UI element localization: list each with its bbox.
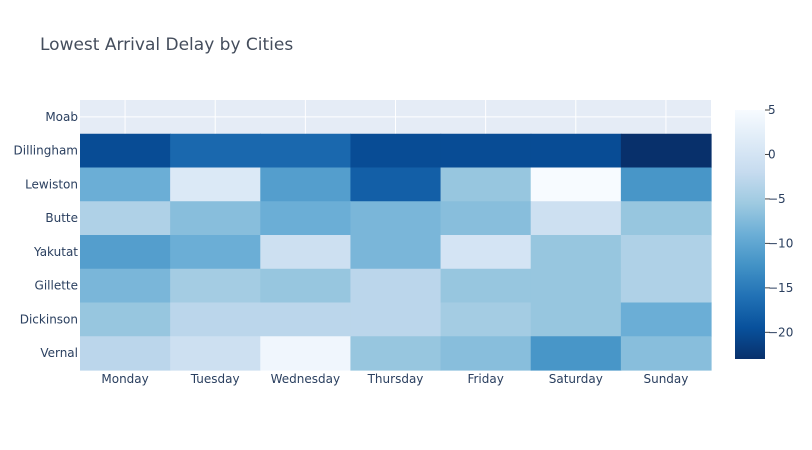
- heatmap-cell: [530, 133, 622, 169]
- heatmap-cell: [620, 167, 712, 202]
- y-tick-label: Lewiston: [25, 177, 78, 191]
- chart-title: Lowest Arrival Delay by Cities: [40, 35, 293, 55]
- y-axis-ticks: Moab Dillingham Lewiston Butte Yakutat Gillet…: [14, 110, 79, 360]
- heatmap-cell: [350, 133, 442, 169]
- heatmap-cell: [350, 336, 442, 371]
- colorbar-ticks: 5 0 −5 −10 −15 −20: [765, 103, 793, 339]
- y-tick-label: Butte: [45, 211, 78, 225]
- heatmap-cell: [350, 268, 442, 304]
- x-tick-label: Tuesday: [190, 372, 240, 386]
- heatmap-cell: [530, 268, 622, 304]
- heatmap-cell: [170, 336, 261, 371]
- heatmap-cell: [350, 235, 442, 270]
- heatmap-cell: [440, 167, 532, 202]
- heatmap-cell: [440, 268, 532, 304]
- x-axis-ticks: Monday Tuesday Wednesday Thursday Friday Satu…: [101, 372, 688, 386]
- heatmap-cell: [620, 268, 712, 304]
- x-tick-label: Friday: [467, 372, 503, 386]
- heatmap-cell: [260, 336, 352, 371]
- heatmap-cell: [170, 133, 261, 169]
- heatmap-cell: [170, 167, 261, 202]
- heatmap-cell: [80, 302, 171, 337]
- heatmap-cell: [260, 133, 352, 169]
- heatmap-cell: [440, 201, 532, 236]
- colorbar-tick-label: −15: [768, 281, 793, 295]
- heatmap-cell: [620, 201, 712, 236]
- y-tick-label: Dickinson: [20, 312, 78, 326]
- heatmap-cell: [80, 167, 171, 202]
- heatmap-cell: [530, 201, 622, 236]
- heatmap-cells: [80, 133, 712, 371]
- heatmap-cell: [440, 302, 532, 337]
- colorbar: [735, 110, 765, 359]
- heatmap-cell: [620, 302, 712, 337]
- heatmap-cell: [440, 336, 532, 371]
- heatmap-cell: [80, 133, 171, 169]
- x-tick-label: Monday: [101, 372, 148, 386]
- x-tick-label: Sunday: [643, 372, 688, 386]
- heatmap-cell: [530, 302, 622, 337]
- heatmap-cell: [350, 167, 442, 202]
- heatmap-cell: [260, 167, 352, 202]
- heatmap-cell: [170, 302, 261, 337]
- y-tick-label: Vernal: [40, 346, 78, 360]
- heatmap-cell: [170, 268, 261, 304]
- x-tick-label: Saturday: [549, 372, 603, 386]
- heatmap-cell: [80, 336, 171, 371]
- colorbar-tick-label: 0: [768, 147, 776, 161]
- heatmap-cell: [260, 302, 352, 337]
- heatmap-cell: [80, 201, 171, 236]
- heatmap-cell: [530, 336, 622, 371]
- heatmap-cell: [440, 133, 532, 169]
- colorbar-tick-label: 5: [768, 103, 776, 117]
- x-tick-label: Thursday: [367, 372, 424, 386]
- heatmap-cell: [80, 235, 171, 270]
- heatmap-cell: [260, 235, 352, 270]
- heatmap-cell: [530, 167, 622, 202]
- heatmap-cell: [170, 201, 261, 236]
- heatmap-cell: [530, 235, 622, 270]
- y-tick-label: Gillette: [35, 279, 78, 293]
- heatmap-cell: [620, 133, 712, 169]
- y-tick-label: Moab: [45, 110, 78, 124]
- heatmap-cell: [260, 201, 352, 236]
- heatmap-cell: [350, 302, 442, 337]
- colorbar-tick-label: −5: [768, 192, 786, 206]
- heatmap-cell: [440, 235, 532, 270]
- colorbar-tick-label: −10: [768, 236, 793, 250]
- y-tick-label: Yakutat: [33, 245, 78, 259]
- y-tick-label: Dillingham: [14, 144, 78, 158]
- colorbar-tick-label: −20: [768, 325, 793, 339]
- heatmap-cell: [170, 235, 261, 270]
- heatmap-cell: [620, 235, 712, 270]
- heatmap-cell: [80, 268, 171, 304]
- heatmap-cell: [620, 336, 712, 371]
- heatmap-cell: [350, 201, 442, 236]
- heatmap-cell: [260, 268, 352, 304]
- x-tick-label: Wednesday: [271, 372, 340, 386]
